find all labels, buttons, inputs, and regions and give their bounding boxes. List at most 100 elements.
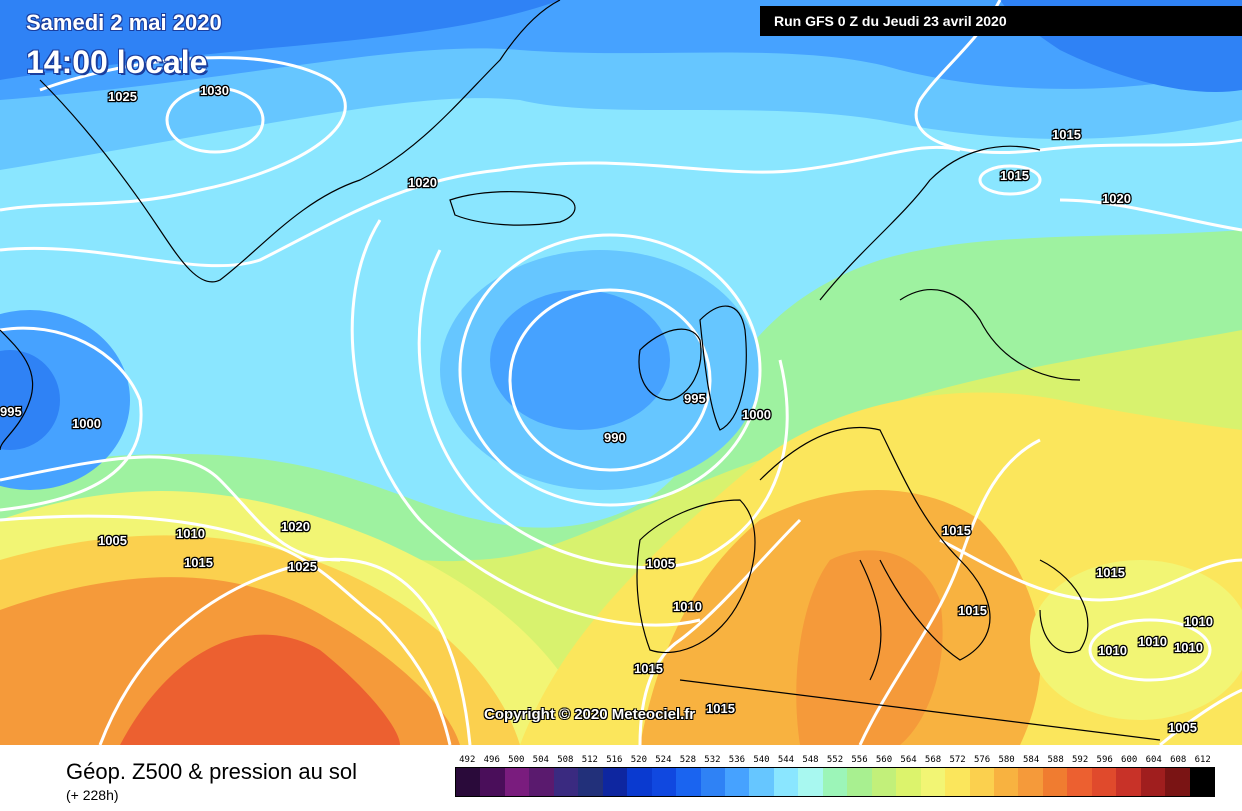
legend-tick-label: 588 bbox=[1047, 755, 1064, 765]
legend-color-swatch bbox=[627, 768, 652, 796]
legend-tick-label: 560 bbox=[875, 755, 893, 765]
legend-color-swatch bbox=[700, 768, 725, 796]
legend-tick-label: 536 bbox=[728, 755, 746, 765]
legend-color-swatch bbox=[1116, 768, 1141, 796]
isobars bbox=[0, 0, 1242, 745]
isobar-label: 1015 bbox=[1096, 565, 1125, 580]
legend-tick-label: 512 bbox=[581, 755, 598, 765]
legend-color-swatch bbox=[773, 768, 799, 796]
legend-color-swatch bbox=[578, 768, 603, 796]
isobar-label: 1010 bbox=[1098, 643, 1127, 658]
legend-color-swatch bbox=[993, 768, 1019, 796]
legend-tick-label: 544 bbox=[777, 755, 795, 765]
isobar-label: 1015 bbox=[184, 555, 213, 570]
legend-tick-label: 496 bbox=[483, 755, 500, 765]
legend-color-swatch bbox=[871, 768, 897, 796]
legend-tick-label: 568 bbox=[924, 755, 942, 765]
legend-color-swatch bbox=[798, 768, 823, 796]
map-title: Géop. Z500 & pression au sol bbox=[66, 759, 358, 784]
legend-tick-label: 600 bbox=[1121, 755, 1138, 765]
legend-color-swatch bbox=[1140, 768, 1166, 796]
legend-tick-label: 500 bbox=[508, 755, 525, 765]
map-canvas: 1025 1030 1020 1015 1015 1020 995 1000 9… bbox=[0, 0, 1242, 745]
west-low-field bbox=[0, 310, 130, 490]
isobar-label: 1015 bbox=[706, 701, 735, 716]
isobar-label: 1030 bbox=[200, 83, 229, 98]
map-footer: Géop. Z500 & pression au sol (+ 228h) 49… bbox=[0, 745, 1242, 811]
isobar-label: 1010 bbox=[176, 526, 205, 541]
forecast-lead-time: (+ 228h) bbox=[66, 787, 119, 803]
isobar-label: 1010 bbox=[1184, 614, 1213, 629]
legend-tick-label: 572 bbox=[949, 755, 966, 765]
isobar-label: 1005 bbox=[646, 556, 675, 571]
isobar-label: 1010 bbox=[1174, 640, 1203, 655]
legend-color-swatch bbox=[1067, 768, 1092, 796]
legend-color-swatch bbox=[945, 768, 970, 796]
legend-tick-label: 604 bbox=[1145, 755, 1162, 765]
legend-tick-label: 516 bbox=[606, 755, 623, 765]
model-run-banner: Run GFS 0 Z du Jeudi 23 avril 2020 bbox=[760, 6, 1242, 36]
color-scale-legend: 492 496 500 504 508 512 516 520 524 528 532 536 540 5… bbox=[455, 755, 1215, 797]
legend-tick-label: 612 bbox=[1194, 755, 1211, 765]
legend-color-swatch bbox=[822, 768, 848, 796]
forecast-time: 14:00 locale bbox=[26, 44, 208, 80]
legend-color-swatch bbox=[749, 768, 774, 796]
isobar-label: 1015 bbox=[958, 603, 987, 618]
isobar-label: 1015 bbox=[1000, 168, 1029, 183]
isobar-label: 1020 bbox=[408, 175, 437, 190]
low-field-inner bbox=[490, 290, 670, 430]
isobar-label: 1005 bbox=[98, 533, 127, 548]
legend-tick-label: 584 bbox=[1022, 755, 1040, 765]
legend-tick-label: 508 bbox=[557, 755, 574, 765]
legend-tick-label: 564 bbox=[900, 755, 917, 765]
legend-color-swatch bbox=[480, 768, 505, 796]
legend-tick-label: 504 bbox=[532, 755, 549, 765]
legend-color-swatch bbox=[1018, 768, 1043, 796]
z500-field-deepblue bbox=[0, 0, 560, 80]
legend-tick-label: 592 bbox=[1072, 755, 1089, 765]
isobar-label: 1010 bbox=[673, 599, 702, 614]
legend-tick-label: 576 bbox=[973, 755, 991, 765]
isobar-label: 1015 bbox=[634, 661, 663, 676]
legend-color-swatch bbox=[920, 768, 946, 796]
legend-tick-label: 596 bbox=[1096, 755, 1113, 765]
legend-tick-label: 532 bbox=[704, 755, 721, 765]
legend-color-swatch bbox=[602, 768, 628, 796]
isobar-label: 1025 bbox=[108, 89, 137, 104]
legend-color-swatch bbox=[529, 768, 554, 796]
isobar-label: 1010 bbox=[1138, 634, 1167, 649]
isobar-label: 990 bbox=[604, 430, 626, 445]
legend-color-bar bbox=[455, 767, 1215, 797]
isobar-label: 1025 bbox=[288, 559, 317, 574]
legend-tick-label: 528 bbox=[679, 755, 697, 765]
legend-color-swatch bbox=[1189, 768, 1215, 796]
legend-color-swatch bbox=[456, 768, 481, 796]
legend-color-swatch bbox=[1042, 768, 1068, 796]
legend-tick-label: 608 bbox=[1170, 755, 1187, 765]
legend-color-swatch bbox=[553, 768, 579, 796]
z500-field-europe-darkorange bbox=[796, 550, 943, 745]
legend-tick-label: 492 bbox=[459, 755, 476, 765]
isobar-label: 1000 bbox=[742, 407, 771, 422]
isobar-label: 995 bbox=[684, 391, 706, 406]
isobar-label: 1005 bbox=[1168, 720, 1197, 735]
legend-color-swatch bbox=[676, 768, 701, 796]
legend-color-swatch bbox=[724, 768, 750, 796]
legend-color-swatch bbox=[1091, 768, 1117, 796]
coastlines bbox=[0, 0, 1161, 741]
isobar-labels: 1025 1030 1020 1015 1015 1020 995 1000 9… bbox=[0, 82, 1214, 737]
z500-field-red bbox=[120, 634, 400, 745]
isobar-label: 1015 bbox=[942, 523, 971, 538]
legend-color-swatch bbox=[896, 768, 921, 796]
weather-map: 1025 1030 1020 1015 1015 1020 995 1000 9… bbox=[0, 0, 1242, 745]
legend-color-swatch bbox=[969, 768, 994, 796]
copyright-notice: Copyright © 2020 Meteociel.fr bbox=[484, 706, 696, 723]
legend-color-swatch bbox=[504, 768, 530, 796]
legend-tick-label: 580 bbox=[998, 755, 1015, 765]
legend-tick-label: 520 bbox=[630, 755, 647, 765]
legend-color-swatch bbox=[847, 768, 872, 796]
isobar-label: 1020 bbox=[281, 519, 310, 534]
legend-color-swatch bbox=[651, 768, 677, 796]
z500-field-greece-yellow bbox=[1030, 560, 1242, 720]
legend-color-swatch bbox=[1165, 768, 1190, 796]
